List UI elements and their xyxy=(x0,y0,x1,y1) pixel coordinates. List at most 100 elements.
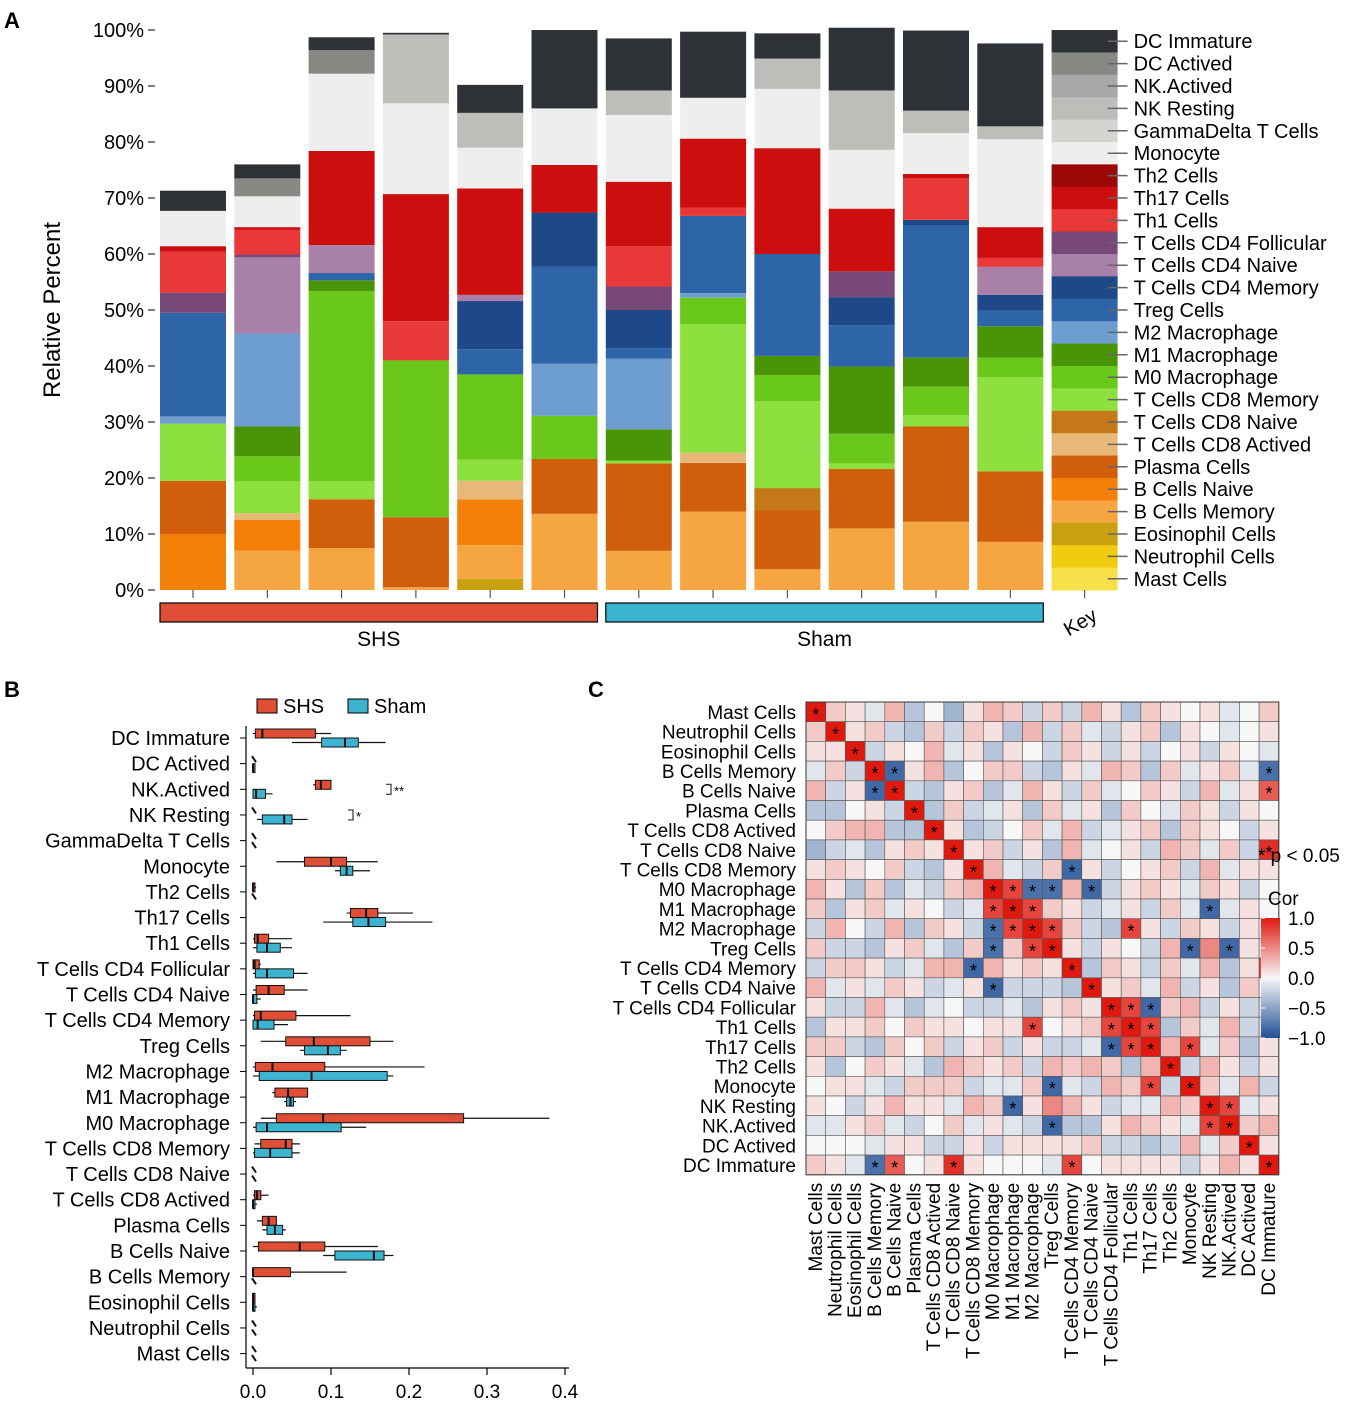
heatmap-cell-b-cells-naive-mast-cells xyxy=(805,780,827,801)
key-label-dc-immature: DC Immature xyxy=(1134,31,1253,53)
heatmap-cell-eosinophil-cells-t-cells-cd4-memory xyxy=(1061,741,1083,762)
key-label-t-cells-cd8-memory: T Cells CD8 Memory xyxy=(1134,390,1319,412)
row-label-th2-cells: Th2 Cells xyxy=(716,1057,796,1078)
heatmap-cell-dc-actived-treg-cells xyxy=(1042,1135,1063,1156)
heatmap-cell-t-cells-cd8-actived-m2-macrophage xyxy=(1022,819,1043,841)
bar-segment-sample-2-t-cells-cd4-naive xyxy=(234,257,301,334)
bar-segment-sample-6-th17-cells xyxy=(531,164,598,213)
significance-star: * xyxy=(1029,882,1036,902)
heatmap-cell-t-cells-cd4-memory-eosinophil-cells xyxy=(845,957,866,979)
box-shs-monocyte xyxy=(303,856,348,867)
bar-segment-sample-6-t-cells-cd4-memory xyxy=(531,212,598,267)
column-label-m0-macrophage: M0 Macrophage xyxy=(983,1183,1004,1320)
column-label-eosinophil-cells: Eosinophil Cells xyxy=(845,1183,866,1318)
key-swatch-eosinophil-cells xyxy=(1051,522,1118,546)
heatmap-cell-eosinophil-cells-th2-cells xyxy=(1160,741,1181,762)
heatmap-cell-m2-macrophage-nk-actived xyxy=(1219,918,1240,939)
bar-segment-sample-2-dc-immature xyxy=(234,164,301,179)
heatmap-cell-t-cells-cd8-memory-treg-cells xyxy=(1042,859,1063,880)
legend-label-shs: SHS xyxy=(283,696,324,718)
heatmap-cell-nk-actived-b-cells-naive xyxy=(884,1115,905,1136)
heatmap-cell-t-cells-cd8-actived-t-cells-cd4-memory xyxy=(1061,819,1083,841)
significance-star: * xyxy=(1128,1020,1135,1040)
heatmap-cell-m2-macrophage-eosinophil-cells xyxy=(845,918,866,939)
heatmap-cell-neutrophil-cells-t-cells-cd8-memory xyxy=(963,721,984,742)
heatmap-cell-t-cells-cd4-follicular-monocyte xyxy=(1180,997,1201,1018)
heatmap-cell-dc-actived-t-cells-cd8-naive xyxy=(943,1135,964,1156)
heatmap-cell-plasma-cells-treg-cells xyxy=(1042,800,1063,821)
heatmap-cell-t-cells-cd8-memory-nk-resting xyxy=(1199,859,1221,880)
x-tick-label: 0.2 xyxy=(396,1382,422,1403)
heatmap-cell-m0-macrophage-t-cells-cd8-memory xyxy=(963,878,984,900)
heatmap-cell-t-cells-cd4-follicular-m2-macrophage xyxy=(1022,997,1043,1018)
significance-star: * xyxy=(1049,922,1056,942)
heatmap-cell-plasma-cells-m0-macrophage xyxy=(982,800,1004,821)
significance-star: * xyxy=(1147,1079,1154,1099)
heatmap-cell-m1-macrophage-nk-actived xyxy=(1219,898,1240,920)
heatmap-cell-th1-cells-plasma-cells xyxy=(904,1016,925,1038)
significance-star: * xyxy=(1187,1040,1194,1060)
heatmap-cell-t-cells-cd8-actived-mast-cells xyxy=(805,819,827,841)
heatmap-cell-m1-macrophage-t-cells-cd4-follicular xyxy=(1101,898,1122,920)
heatmap-cell-neutrophil-cells-treg-cells xyxy=(1042,721,1063,742)
bar-segment-sample-11-t-cells-cd4-memory xyxy=(903,219,969,226)
heatmap-cell-nk-resting-dc-immature xyxy=(1258,1095,1280,1117)
heatmap-cell-th2-cells-eosinophil-cells xyxy=(845,1056,866,1077)
heatmap-cell-th2-cells-t-cells-cd4-memory xyxy=(1061,1056,1083,1077)
bar-segment-sample-12-m1-macrophage xyxy=(977,326,1044,358)
heatmap-cell-monocyte-th2-cells xyxy=(1160,1076,1181,1097)
row-label-b-cells-memory: B Cells Memory xyxy=(662,762,797,783)
heatmap-cell-b-cells-naive-plasma-cells xyxy=(904,780,925,801)
significance-star: * xyxy=(1049,1079,1056,1099)
significance-star: * xyxy=(1108,1040,1115,1060)
key-label-neutrophil-cells: Neutrophil Cells xyxy=(1134,546,1275,568)
heatmap-cell-nk-resting-t-cells-cd4-memory xyxy=(1061,1095,1083,1117)
significance-star: * xyxy=(1128,922,1135,942)
heatmap-cell-treg-cells-plasma-cells xyxy=(904,938,925,959)
heatmap-cell-nk-actived-monocyte xyxy=(1180,1115,1201,1136)
heatmap-cell-monocyte-plasma-cells xyxy=(904,1076,925,1097)
row-label-nk-actived: NK.Actived xyxy=(702,1117,796,1138)
heatmap-cell-mast-cells-m0-macrophage xyxy=(982,701,1004,723)
bar-segment-sample-11-t-cells-cd8-memory xyxy=(903,415,969,427)
heatmap-cell-nk-resting-m0-macrophage xyxy=(982,1095,1004,1117)
significance-star: * xyxy=(891,764,898,784)
heatmap-cell-t-cells-cd8-memory-th2-cells xyxy=(1160,859,1181,880)
row-label-th17-cells: Th17 Cells xyxy=(705,1038,796,1059)
heatmap-cell-neutrophil-cells-t-cells-cd4-follicular xyxy=(1101,721,1122,742)
heatmap-cell-plasma-cells-nk-actived xyxy=(1219,800,1240,821)
significance-star: * xyxy=(990,941,997,961)
bar-segment-sample-2-b-cells-memory xyxy=(234,550,301,590)
heatmap-cell-t-cells-cd8-actived-monocyte xyxy=(1180,819,1201,841)
heatmap-cell-b-cells-naive-m0-macrophage xyxy=(982,780,1004,801)
heatmap-cell-t-cells-cd4-naive-t-cells-cd8-naive xyxy=(943,977,964,998)
y-tick-label: 30% xyxy=(104,412,144,434)
panel-a-stacked-bar: Relative Percent 0% 10% 20% 30% 40% 50% 60% 70% 8… xyxy=(39,20,1327,651)
bar-segment-sample-6-treg-cells xyxy=(531,266,598,364)
bar-segment-sample-6-monocyte xyxy=(531,108,598,165)
heatmap-cell-mast-cells-neutrophil-cells xyxy=(825,701,846,723)
row-label-monocyte: Monocyte xyxy=(714,1077,796,1098)
heatmap-cell-b-cells-naive-dc-actived xyxy=(1239,780,1260,801)
heatmap-cell-eosinophil-cells-plasma-cells xyxy=(904,741,925,762)
heatmap-cell-t-cells-cd4-naive-neutrophil-cells xyxy=(825,977,846,998)
heatmap-cell-th17-cells-m1-macrophage xyxy=(1002,1036,1024,1057)
heatmap-cell-monocyte-t-cells-cd8-naive xyxy=(943,1076,964,1097)
bar-segment-sample-8-t-cells-cd8-actived xyxy=(680,452,747,463)
heatmap-cell-nk-resting-th1-cells xyxy=(1120,1095,1142,1117)
heatmap-cell-treg-cells-b-cells-naive xyxy=(884,938,905,959)
heatmap-cell-th1-cells-b-cells-naive xyxy=(884,1016,905,1038)
heatmap-cell-m2-macrophage-b-cells-naive xyxy=(884,918,905,939)
heatmap-cell-t-cells-cd8-naive-th1-cells xyxy=(1120,839,1142,860)
heatmap-cell-t-cells-cd8-memory-t-cells-cd4-naive xyxy=(1081,859,1102,880)
heatmap-cell-nk-resting-t-cells-cd8-memory xyxy=(963,1095,984,1117)
heatmap-cell-treg-cells-th1-cells xyxy=(1120,938,1142,959)
heatmap-cell-dc-immature-nk-actived xyxy=(1219,1154,1240,1176)
bar-segment-sample-12-t-cells-cd8-memory xyxy=(977,377,1044,472)
bar-segment-sample-4-th1-cells xyxy=(382,321,449,361)
heatmap-cell-t-cells-cd4-memory-dc-actived xyxy=(1239,957,1260,979)
bar-segment-sample-7-monocyte xyxy=(605,115,672,182)
box-shs-m1-macrophage xyxy=(274,1087,309,1098)
significance-star: * xyxy=(1009,1099,1016,1119)
heatmap-cell-t-cells-cd4-memory-m1-macrophage xyxy=(1002,957,1024,979)
